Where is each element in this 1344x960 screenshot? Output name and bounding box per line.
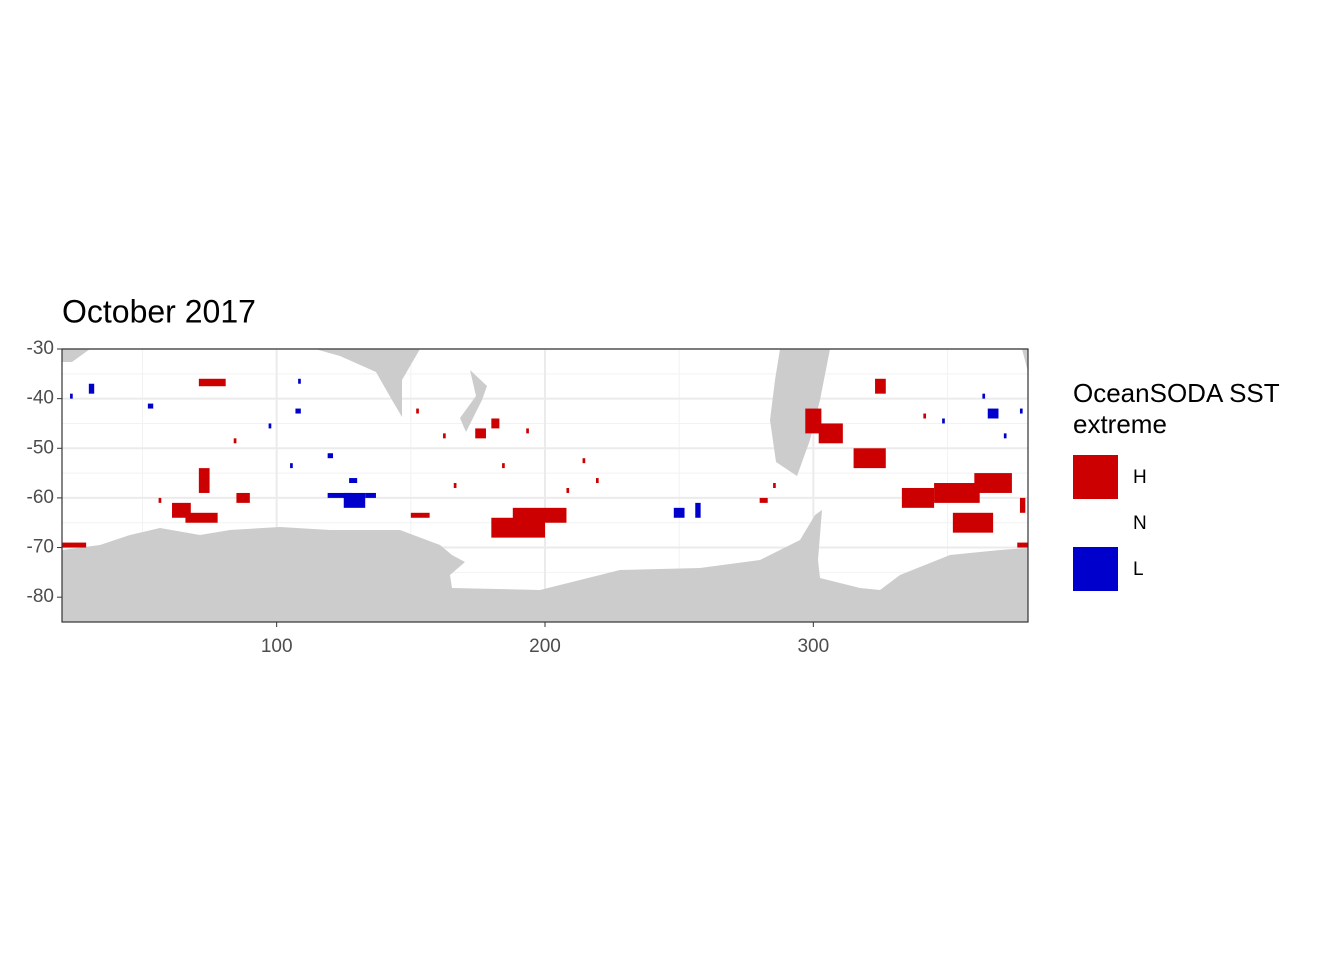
cell [1019, 408, 1023, 414]
cell [526, 428, 529, 434]
cell [327, 492, 352, 498]
legend-key [1073, 547, 1118, 591]
land [62, 349, 1028, 622]
cell [952, 512, 994, 533]
chart-title: October 2017 [62, 293, 256, 329]
cell [475, 428, 486, 439]
cell [453, 483, 457, 488]
cell [502, 463, 505, 469]
cell [349, 478, 358, 484]
cell [982, 393, 986, 399]
cell [818, 423, 843, 444]
y-tick-label: -80 [27, 586, 54, 607]
cell [595, 478, 599, 484]
cell [70, 393, 73, 399]
cell [875, 378, 886, 394]
cell [198, 378, 226, 387]
cell [759, 497, 768, 503]
cell [673, 507, 685, 518]
cell [416, 408, 419, 414]
cell [1003, 433, 1007, 439]
cell [410, 512, 430, 518]
cell [942, 418, 945, 424]
cell [934, 483, 980, 503]
cell [236, 492, 250, 503]
y-tick-label: -60 [27, 487, 54, 508]
cell [1019, 497, 1026, 513]
y-tick-label: -30 [27, 338, 54, 359]
cell [853, 448, 886, 469]
cell [295, 408, 301, 414]
cell [512, 507, 567, 523]
x-tick-label: 300 [797, 636, 829, 657]
cell [343, 492, 366, 508]
cell [695, 502, 701, 518]
legend-title: OceanSODA SST extreme [1073, 378, 1280, 439]
legend-key [1073, 455, 1118, 499]
cell [233, 438, 237, 444]
cell [327, 453, 334, 459]
cell [298, 378, 301, 384]
cell [773, 483, 776, 488]
cell [491, 418, 500, 429]
legend-key [1073, 501, 1118, 545]
legend-label: L [1133, 559, 1144, 580]
y-tick-label: -70 [27, 537, 54, 558]
cell [987, 408, 999, 419]
y-tick-label: -50 [27, 437, 54, 458]
y-tick-label: -40 [27, 388, 54, 409]
cell [923, 413, 927, 419]
cell [566, 487, 570, 493]
cell [88, 383, 95, 394]
cell [290, 463, 293, 469]
cell [582, 458, 586, 464]
cell [805, 408, 822, 434]
cell [158, 497, 162, 503]
x-tick-label: 100 [261, 636, 293, 657]
cell [901, 487, 935, 508]
legend-label: H [1133, 467, 1147, 488]
x-tick-label: 200 [529, 636, 561, 657]
cell [974, 473, 1012, 493]
cell [268, 423, 272, 429]
cell [147, 403, 154, 409]
cell [198, 468, 210, 493]
cell [443, 433, 446, 439]
cell [1017, 542, 1028, 548]
cell [365, 492, 376, 498]
cell [185, 512, 218, 523]
cell [62, 542, 87, 548]
legend-label: N [1133, 513, 1147, 534]
